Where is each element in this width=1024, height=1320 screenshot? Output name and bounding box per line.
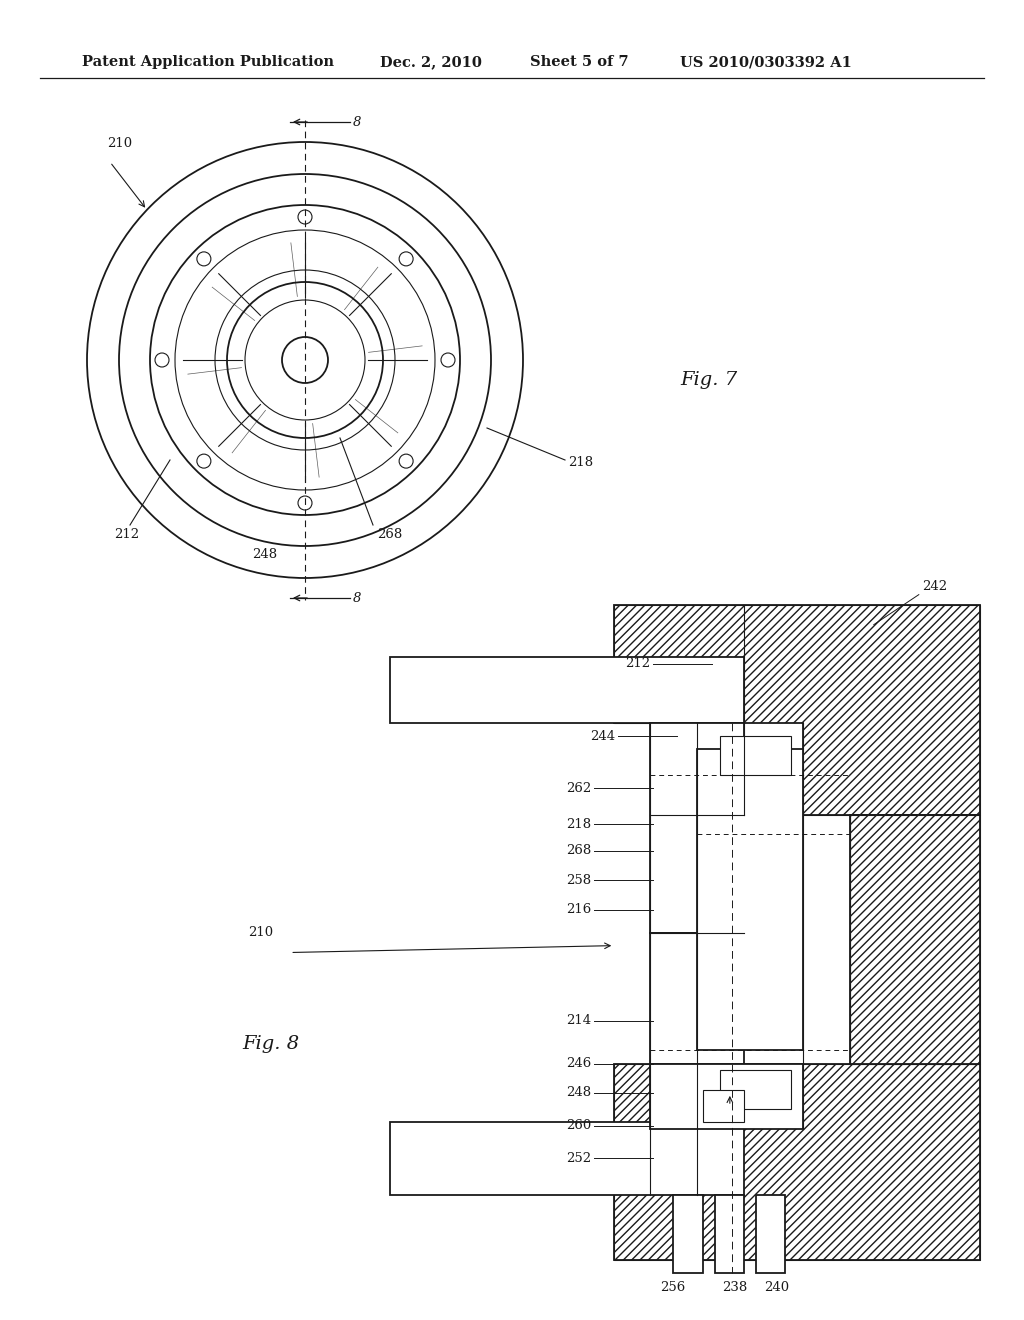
- Polygon shape: [649, 932, 744, 1064]
- Text: 240: 240: [764, 1282, 790, 1294]
- Text: 238: 238: [723, 1282, 748, 1294]
- Polygon shape: [702, 1090, 744, 1122]
- Text: 218: 218: [566, 818, 591, 830]
- Text: 260: 260: [566, 1119, 591, 1133]
- Text: 252: 252: [566, 1152, 591, 1166]
- Polygon shape: [649, 1064, 803, 1129]
- Polygon shape: [696, 750, 803, 1051]
- Text: 8: 8: [353, 116, 361, 128]
- Polygon shape: [614, 1064, 980, 1261]
- Text: Patent Application Publication: Patent Application Publication: [82, 55, 334, 69]
- Polygon shape: [721, 723, 803, 801]
- Text: Sheet 5 of 7: Sheet 5 of 7: [530, 55, 629, 69]
- Polygon shape: [850, 814, 980, 1064]
- Text: 212: 212: [625, 657, 650, 671]
- Text: 262: 262: [566, 781, 591, 795]
- Text: 256: 256: [660, 1282, 686, 1294]
- Polygon shape: [390, 657, 744, 723]
- Text: 218: 218: [568, 455, 593, 469]
- Text: 244: 244: [590, 730, 614, 742]
- Text: 214: 214: [566, 1015, 591, 1027]
- Polygon shape: [614, 605, 980, 814]
- Text: Fig. 7: Fig. 7: [680, 371, 737, 389]
- Polygon shape: [390, 1122, 744, 1195]
- Text: 268: 268: [566, 843, 591, 857]
- Text: 268: 268: [377, 528, 402, 541]
- Text: 248: 248: [566, 1086, 591, 1100]
- Text: 210: 210: [108, 137, 132, 150]
- Polygon shape: [673, 1195, 702, 1272]
- Text: US 2010/0303392 A1: US 2010/0303392 A1: [680, 55, 852, 69]
- Polygon shape: [715, 1195, 744, 1272]
- Text: 210: 210: [248, 927, 272, 939]
- Text: 216: 216: [566, 903, 591, 916]
- Text: 242: 242: [922, 579, 947, 593]
- Polygon shape: [756, 1195, 785, 1272]
- Text: Dec. 2, 2010: Dec. 2, 2010: [380, 55, 482, 69]
- Polygon shape: [649, 723, 744, 932]
- Text: Fig. 8: Fig. 8: [243, 1035, 300, 1053]
- Polygon shape: [721, 1071, 792, 1109]
- Text: 258: 258: [566, 874, 591, 887]
- Text: 212: 212: [115, 528, 139, 541]
- Text: 248: 248: [253, 548, 278, 561]
- Text: 246: 246: [566, 1057, 591, 1071]
- Text: 8: 8: [353, 591, 361, 605]
- Polygon shape: [721, 737, 792, 775]
